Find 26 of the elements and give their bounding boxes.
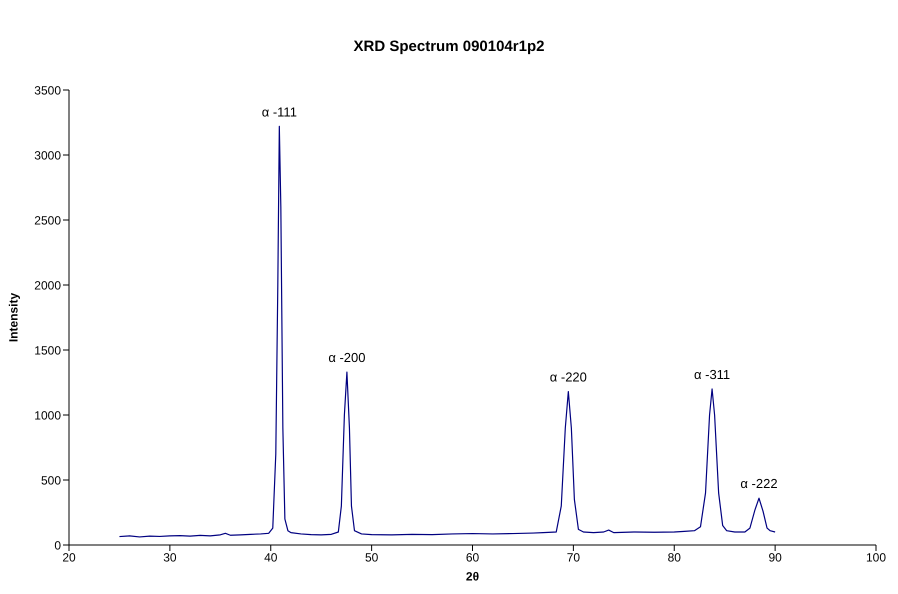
x-tick-label: 80 — [668, 550, 682, 565]
y-tick-label: 2500 — [34, 213, 62, 228]
chart-title: XRD Spectrum 090104r1p2 — [352, 38, 546, 55]
x-tick-label: 30 — [163, 550, 177, 565]
y-tick-label: 2000 — [34, 278, 62, 292]
x-tick-label: 70 — [566, 550, 580, 565]
annotation: α -311 — [694, 367, 730, 382]
annotation: α -200 — [328, 350, 366, 366]
x-axis-title: 2θ — [466, 570, 480, 584]
x-tick-label: 20 — [62, 550, 76, 565]
annotation: α -111 — [262, 104, 297, 120]
x-tick-label: 50 — [364, 550, 379, 565]
y-tick-label: 3500 — [34, 83, 62, 98]
x-tick-label: 60 — [466, 550, 480, 565]
line-series — [118, 126, 776, 538]
annotation: α -220 — [550, 370, 587, 385]
y-tick-label: 1000 — [34, 408, 62, 422]
y-tick-label: 0 — [54, 538, 62, 552]
x-tick-label: 90 — [768, 550, 782, 565]
x-tick-label: 40 — [264, 550, 278, 565]
x-tick-label: 100 — [866, 550, 886, 565]
y-tick-label: 500 — [40, 473, 62, 488]
y-axis-title: Intensity — [6, 292, 20, 342]
y-tick-label: 3000 — [34, 148, 62, 162]
y-tick-label: 1500 — [34, 343, 62, 358]
annotation: α -222 — [740, 476, 778, 492]
